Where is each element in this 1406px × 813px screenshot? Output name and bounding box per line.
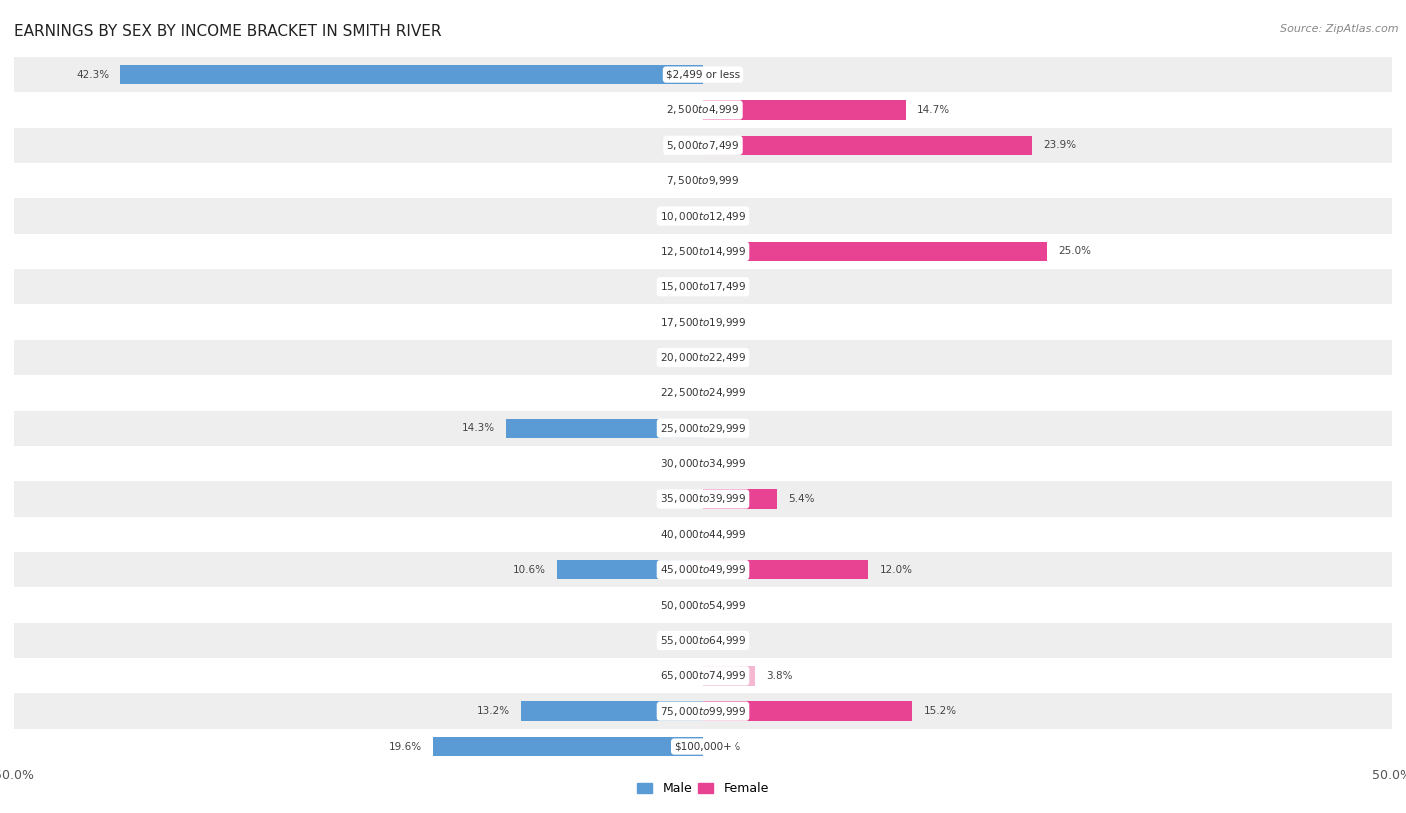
Text: 0.0%: 0.0%: [665, 459, 692, 468]
Text: $25,000 to $29,999: $25,000 to $29,999: [659, 422, 747, 435]
Text: 0.0%: 0.0%: [665, 529, 692, 539]
Text: 0.0%: 0.0%: [714, 424, 741, 433]
Bar: [14, 57, 1392, 92]
Bar: [703, 241, 1047, 261]
Text: EARNINGS BY SEX BY INCOME BRACKET IN SMITH RIVER: EARNINGS BY SEX BY INCOME BRACKET IN SMI…: [14, 24, 441, 39]
Text: 0.0%: 0.0%: [665, 105, 692, 115]
Text: $20,000 to $22,499: $20,000 to $22,499: [659, 351, 747, 364]
Bar: [703, 136, 1032, 155]
Text: $2,499 or less: $2,499 or less: [666, 70, 740, 80]
Bar: [703, 489, 778, 509]
Bar: [14, 517, 1392, 552]
Text: $10,000 to $12,499: $10,000 to $12,499: [659, 210, 747, 223]
Bar: [14, 375, 1392, 411]
Text: 0.0%: 0.0%: [714, 741, 741, 751]
Text: 14.3%: 14.3%: [461, 424, 495, 433]
Bar: [14, 269, 1392, 304]
Bar: [703, 666, 755, 685]
Bar: [522, 702, 703, 721]
Text: 0.0%: 0.0%: [714, 636, 741, 646]
Text: $40,000 to $44,999: $40,000 to $44,999: [659, 528, 747, 541]
Text: 0.0%: 0.0%: [714, 70, 741, 80]
Bar: [14, 587, 1392, 623]
Bar: [14, 411, 1392, 446]
Text: 15.2%: 15.2%: [924, 706, 956, 716]
Bar: [14, 693, 1392, 729]
Bar: [14, 198, 1392, 233]
Text: 0.0%: 0.0%: [714, 282, 741, 292]
Bar: [14, 163, 1392, 198]
Text: 0.0%: 0.0%: [714, 317, 741, 327]
Bar: [14, 552, 1392, 587]
Text: 42.3%: 42.3%: [76, 70, 110, 80]
Text: 0.0%: 0.0%: [714, 353, 741, 363]
Text: 0.0%: 0.0%: [714, 211, 741, 221]
Bar: [14, 233, 1392, 269]
Text: $35,000 to $39,999: $35,000 to $39,999: [659, 493, 747, 506]
Text: 0.0%: 0.0%: [714, 459, 741, 468]
Text: 23.9%: 23.9%: [1043, 141, 1077, 150]
Text: $2,500 to $4,999: $2,500 to $4,999: [666, 103, 740, 116]
Bar: [557, 560, 703, 580]
Text: 0.0%: 0.0%: [665, 246, 692, 256]
Bar: [703, 560, 869, 580]
Text: 0.0%: 0.0%: [665, 600, 692, 610]
Bar: [14, 729, 1392, 764]
Bar: [506, 419, 703, 438]
Text: $45,000 to $49,999: $45,000 to $49,999: [659, 563, 747, 576]
Text: 0.0%: 0.0%: [714, 600, 741, 610]
Text: $15,000 to $17,499: $15,000 to $17,499: [659, 280, 747, 293]
Text: 0.0%: 0.0%: [714, 176, 741, 185]
Text: $30,000 to $34,999: $30,000 to $34,999: [659, 457, 747, 470]
Bar: [14, 340, 1392, 375]
Text: 3.8%: 3.8%: [766, 671, 793, 680]
Text: 0.0%: 0.0%: [714, 529, 741, 539]
Text: 0.0%: 0.0%: [665, 176, 692, 185]
Bar: [120, 65, 703, 85]
Text: $50,000 to $54,999: $50,000 to $54,999: [659, 598, 747, 611]
Text: $75,000 to $99,999: $75,000 to $99,999: [659, 705, 747, 718]
Text: Source: ZipAtlas.com: Source: ZipAtlas.com: [1281, 24, 1399, 34]
Text: $5,000 to $7,499: $5,000 to $7,499: [666, 139, 740, 152]
Text: $17,500 to $19,999: $17,500 to $19,999: [659, 315, 747, 328]
Text: 12.0%: 12.0%: [879, 565, 912, 575]
Text: 0.0%: 0.0%: [665, 211, 692, 221]
Text: 19.6%: 19.6%: [389, 741, 422, 751]
Text: 10.6%: 10.6%: [513, 565, 546, 575]
Text: 0.0%: 0.0%: [665, 388, 692, 398]
Text: 0.0%: 0.0%: [665, 494, 692, 504]
Text: $12,500 to $14,999: $12,500 to $14,999: [659, 245, 747, 258]
Text: $55,000 to $64,999: $55,000 to $64,999: [659, 634, 747, 647]
Text: $65,000 to $74,999: $65,000 to $74,999: [659, 669, 747, 682]
Bar: [14, 659, 1392, 693]
Bar: [14, 92, 1392, 128]
Text: 0.0%: 0.0%: [665, 141, 692, 150]
Text: 0.0%: 0.0%: [714, 388, 741, 398]
Text: 14.7%: 14.7%: [917, 105, 949, 115]
Text: $100,000+: $100,000+: [673, 741, 733, 751]
Bar: [14, 446, 1392, 481]
Text: 0.0%: 0.0%: [665, 282, 692, 292]
Text: 0.0%: 0.0%: [665, 671, 692, 680]
Text: $7,500 to $9,999: $7,500 to $9,999: [666, 174, 740, 187]
Bar: [14, 128, 1392, 163]
Bar: [703, 702, 912, 721]
Text: $22,500 to $24,999: $22,500 to $24,999: [659, 386, 747, 399]
Text: 5.4%: 5.4%: [789, 494, 815, 504]
Text: 0.0%: 0.0%: [665, 353, 692, 363]
Bar: [14, 481, 1392, 517]
Text: 25.0%: 25.0%: [1059, 246, 1091, 256]
Text: 0.0%: 0.0%: [665, 317, 692, 327]
Text: 0.0%: 0.0%: [665, 636, 692, 646]
Legend: Male, Female: Male, Female: [633, 777, 773, 801]
Text: 13.2%: 13.2%: [477, 706, 510, 716]
Bar: [14, 623, 1392, 658]
Bar: [14, 304, 1392, 340]
Bar: [433, 737, 703, 756]
Bar: [703, 100, 905, 120]
